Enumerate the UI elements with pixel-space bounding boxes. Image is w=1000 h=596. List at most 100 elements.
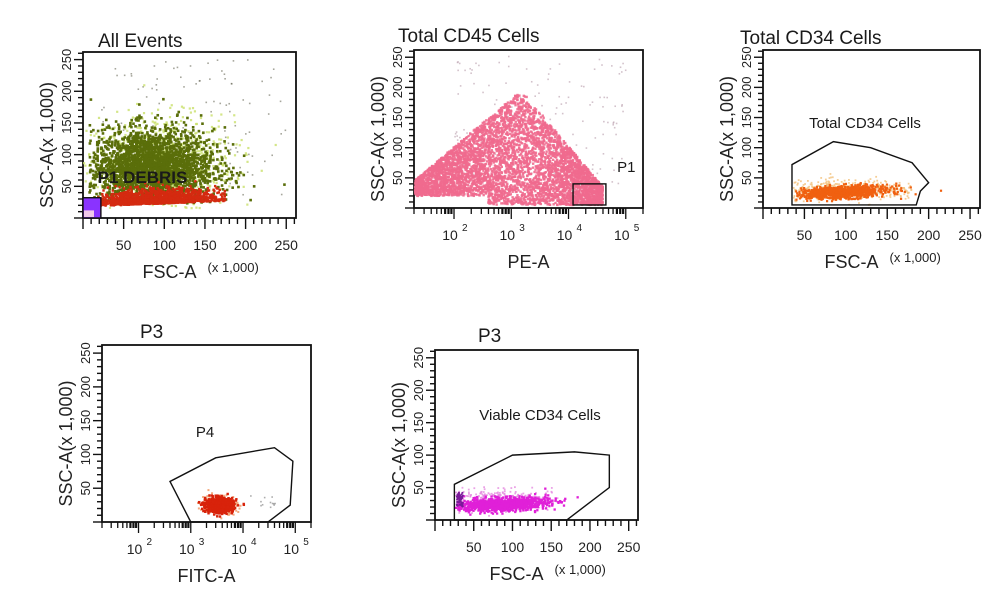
event-dot bbox=[549, 68, 552, 70]
event-dot bbox=[129, 163, 133, 167]
event-dot bbox=[120, 122, 123, 125]
event-dot bbox=[146, 132, 149, 136]
event-dot bbox=[208, 172, 212, 176]
event-dot bbox=[137, 119, 140, 122]
event-dot bbox=[198, 206, 201, 210]
x-tick-exponent: 3 bbox=[519, 223, 525, 234]
event-dot bbox=[91, 169, 95, 173]
event-dot bbox=[166, 157, 170, 160]
event-dot bbox=[101, 123, 105, 126]
event-dot bbox=[138, 151, 141, 155]
event-dot bbox=[223, 126, 227, 129]
event-dot bbox=[205, 193, 208, 196]
event-dot bbox=[169, 129, 173, 133]
event-dot bbox=[103, 185, 107, 188]
event-dot bbox=[176, 182, 180, 185]
event-dot bbox=[201, 170, 205, 174]
event-dot bbox=[134, 148, 138, 151]
event-dot bbox=[125, 147, 129, 150]
event-dot bbox=[128, 170, 132, 174]
event-dot bbox=[120, 157, 124, 161]
event-dot bbox=[251, 155, 254, 157]
event-dot bbox=[111, 169, 114, 172]
event-dot bbox=[223, 172, 226, 176]
event-dot bbox=[179, 133, 183, 136]
event-dot bbox=[165, 190, 169, 194]
event-dot bbox=[187, 148, 190, 151]
event-dot bbox=[129, 122, 132, 125]
event-dot bbox=[210, 125, 214, 129]
event-dot bbox=[170, 120, 174, 124]
event-dot bbox=[218, 174, 221, 178]
event-dot bbox=[144, 151, 148, 154]
event-dot bbox=[143, 134, 147, 138]
event-dot bbox=[180, 147, 183, 151]
event-dot bbox=[164, 139, 167, 142]
event-dot bbox=[101, 196, 105, 199]
event-dot bbox=[565, 102, 567, 104]
event-dot bbox=[603, 96, 606, 99]
event-dot bbox=[107, 168, 111, 171]
event-dot bbox=[124, 147, 127, 151]
event-dot bbox=[211, 129, 214, 133]
plot-title: Total CD45 Cells bbox=[398, 26, 540, 47]
event-dot bbox=[558, 95, 561, 98]
event-dot bbox=[218, 149, 222, 153]
event-dot bbox=[152, 161, 156, 164]
event-dot bbox=[111, 186, 115, 190]
event-dot bbox=[104, 118, 108, 122]
event-dot bbox=[151, 137, 154, 141]
event-dot bbox=[134, 118, 136, 121]
event-dot bbox=[183, 201, 187, 204]
event-dot bbox=[196, 150, 199, 153]
event-dot bbox=[222, 164, 225, 167]
event-dot bbox=[150, 112, 154, 115]
event-dot bbox=[176, 200, 179, 204]
event-dot bbox=[139, 173, 143, 177]
event-dot bbox=[162, 139, 166, 143]
event-dot bbox=[210, 114, 213, 117]
event-dot bbox=[92, 151, 96, 155]
event-dot bbox=[118, 197, 121, 200]
event-dot bbox=[217, 177, 221, 180]
event-dot bbox=[167, 142, 171, 146]
event-dot bbox=[507, 65, 510, 68]
event-dot bbox=[191, 179, 194, 183]
event-dot bbox=[181, 116, 184, 119]
event-dot bbox=[149, 137, 152, 141]
event-dot bbox=[119, 130, 122, 134]
event-dot bbox=[101, 132, 105, 135]
event-dot bbox=[127, 157, 131, 160]
event-dot bbox=[156, 151, 160, 154]
event-dot bbox=[247, 146, 250, 150]
event-dot bbox=[229, 170, 233, 174]
event-dot bbox=[115, 153, 119, 156]
event-dot bbox=[194, 180, 197, 183]
event-dot bbox=[112, 175, 116, 178]
event-dot bbox=[101, 172, 104, 175]
event-dot bbox=[192, 198, 195, 201]
event-dot bbox=[279, 100, 282, 103]
event-dot bbox=[203, 195, 207, 199]
event-dot bbox=[219, 102, 222, 105]
event-dot bbox=[158, 102, 161, 105]
x-tick-label: 250 bbox=[275, 237, 299, 253]
event-dot bbox=[199, 181, 202, 185]
event-dot bbox=[224, 146, 228, 150]
event-dot bbox=[225, 169, 228, 173]
event-dot bbox=[196, 153, 200, 157]
event-dot bbox=[139, 159, 142, 162]
event-dot bbox=[131, 195, 135, 199]
event-dot bbox=[125, 151, 128, 155]
event-dot bbox=[108, 186, 111, 189]
event-dot bbox=[238, 144, 241, 147]
event-dot bbox=[120, 175, 124, 179]
event-dot bbox=[153, 121, 156, 124]
event-dot bbox=[108, 151, 112, 155]
event-dot bbox=[144, 200, 147, 204]
event-dot bbox=[100, 153, 104, 157]
event-dot bbox=[140, 137, 143, 140]
event-dot bbox=[212, 158, 215, 162]
event-dot bbox=[170, 149, 174, 153]
